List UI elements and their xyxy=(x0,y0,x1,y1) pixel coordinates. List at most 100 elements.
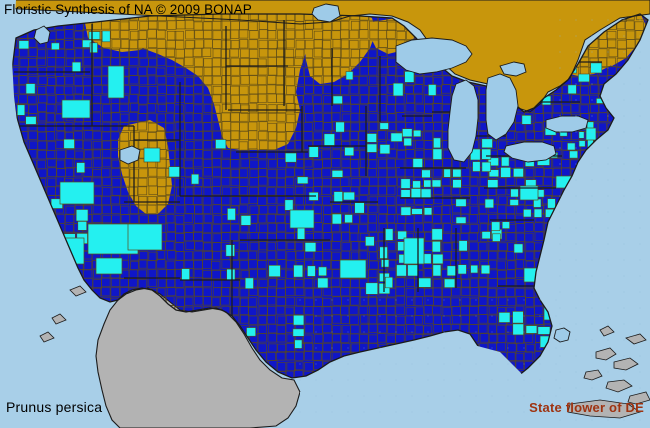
county-cell-TN xyxy=(455,216,467,224)
county-cell-AL xyxy=(446,265,457,277)
county-cell-GA xyxy=(480,264,491,275)
county-cell-AL xyxy=(432,253,444,265)
county-block-9 xyxy=(289,209,315,229)
county-cell-CA xyxy=(75,209,89,222)
county-cell-AR xyxy=(354,202,365,214)
county-cell-VA xyxy=(513,168,524,178)
county-cell-KY xyxy=(421,169,431,178)
county-cell-KY xyxy=(400,178,411,189)
county-cell-MO xyxy=(344,147,355,157)
county-cell-SC xyxy=(513,243,524,254)
county-cell-FL xyxy=(512,311,524,324)
county-cell-KY xyxy=(443,168,451,178)
county-cell-KS xyxy=(296,176,309,185)
county-cell-SC xyxy=(492,233,501,242)
county-cell-TX xyxy=(293,264,304,278)
county-cell-PA xyxy=(521,115,532,125)
lake-1 xyxy=(447,79,479,163)
county-cell-FL xyxy=(537,326,551,335)
county-cell-UT xyxy=(168,166,181,178)
county-cell-TX xyxy=(246,327,256,337)
county-cell-KY xyxy=(412,180,421,189)
county-cell-TX xyxy=(318,266,327,277)
county-cell-MS xyxy=(385,228,394,241)
county-cell-NM xyxy=(225,244,235,257)
county-cell-MI xyxy=(404,71,415,83)
island-0 xyxy=(595,347,617,361)
state-borders-layer xyxy=(0,0,650,381)
island-10 xyxy=(39,331,55,343)
county-cell-OH xyxy=(433,137,441,149)
county-cell-FL xyxy=(512,323,524,336)
county-cell-NM xyxy=(181,268,190,281)
county-cell-MS xyxy=(397,230,407,240)
county-cell-TX xyxy=(307,265,316,277)
county-block-0 xyxy=(59,181,95,205)
county-cell-WA xyxy=(18,40,30,50)
county-cell-NJ xyxy=(578,140,586,148)
county-cell-KY xyxy=(423,179,432,188)
county-cell-IL xyxy=(379,144,391,155)
county-cell-WI xyxy=(332,95,343,105)
county-cell-FL xyxy=(498,312,511,323)
county-cell-CA xyxy=(76,162,86,174)
county-cell-OH xyxy=(432,148,443,160)
county-cell-CA xyxy=(77,221,88,231)
county-cell-MS xyxy=(384,276,393,289)
county-cell-ID xyxy=(89,42,98,53)
county-cell-WA xyxy=(71,61,81,72)
county-cell-KY xyxy=(452,179,462,189)
county-cell-TX xyxy=(268,264,281,277)
county-cell-VA xyxy=(501,156,510,167)
county-cell-MO xyxy=(333,191,343,203)
county-cell-GA xyxy=(481,231,491,240)
county-cell-MO xyxy=(308,146,319,158)
county-block-5 xyxy=(95,257,123,275)
county-cell-IL xyxy=(379,122,389,130)
county-cell-LA xyxy=(380,259,390,268)
county-cell-WI xyxy=(345,71,354,80)
county-cell-KY xyxy=(431,179,442,188)
county-cell-VA xyxy=(525,179,537,187)
county-cell-WV xyxy=(481,161,491,172)
county-cell-NM xyxy=(226,268,236,281)
county-cell-TX xyxy=(292,328,305,337)
island-2 xyxy=(583,369,603,381)
county-cell-IA xyxy=(323,133,335,146)
county-cell-MI xyxy=(392,82,404,97)
county-cell-VA xyxy=(500,167,511,178)
absent-region-1 xyxy=(118,120,172,214)
county-cell-TX xyxy=(293,314,305,326)
county-cell-WV xyxy=(481,138,493,149)
county-cell-MI xyxy=(428,84,437,96)
county-cell-IN xyxy=(402,128,413,138)
county-cell-AL xyxy=(431,228,443,241)
county-cell-SC xyxy=(491,221,501,231)
county-cell-IL xyxy=(390,132,403,142)
absent-region-6 xyxy=(84,14,160,52)
county-cell-SC xyxy=(501,221,510,229)
species-name-label: Prunus persica xyxy=(6,399,103,415)
county-cell-WV xyxy=(472,161,481,172)
county-cell-TN xyxy=(455,198,467,207)
lake-3 xyxy=(503,141,557,163)
state-flower-note: State flower of DE xyxy=(529,400,644,415)
county-cell-AR xyxy=(344,214,353,224)
county-cell-CO xyxy=(215,139,227,149)
island-9 xyxy=(51,313,67,325)
county-cell-MS xyxy=(396,264,407,277)
county-cell-AR xyxy=(365,236,375,247)
island-7 xyxy=(625,333,647,345)
county-cell-NC xyxy=(547,198,556,209)
lake-7 xyxy=(553,327,571,343)
county-cell-NJ xyxy=(578,131,585,139)
island-4 xyxy=(627,391,650,405)
county-cell-AL xyxy=(431,241,441,253)
county-cell-TX xyxy=(304,242,317,253)
lake-0 xyxy=(395,37,473,75)
county-cell-NC xyxy=(510,188,519,198)
islands-layer xyxy=(39,19,650,421)
county-cell-IN xyxy=(412,158,423,168)
